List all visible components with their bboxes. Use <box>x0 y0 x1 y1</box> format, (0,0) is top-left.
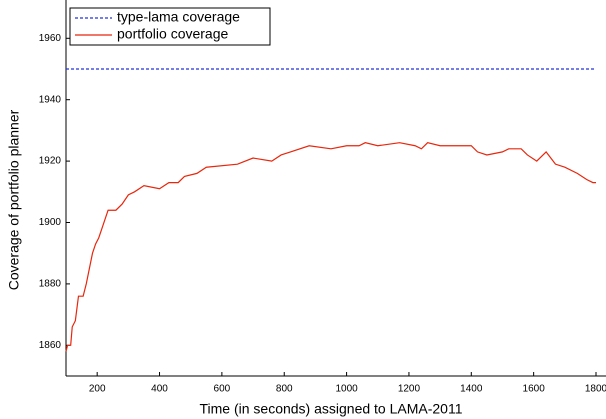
x-tick-label: 400 <box>151 384 168 395</box>
x-tick-label: 600 <box>214 384 231 395</box>
legend-box <box>69 7 271 46</box>
series-line <box>65 142 596 352</box>
x-tick-label: 1600 <box>523 384 546 395</box>
x-axis-label: Time (in seconds) assigned to LAMA-2011 <box>199 401 462 417</box>
y-tick-label: 1900 <box>39 217 62 228</box>
x-tick-label: 1800 <box>585 384 606 395</box>
legend-label: portfolio coverage <box>117 26 229 42</box>
y-tick-label: 1880 <box>39 279 62 290</box>
legend-label: type-lama coverage <box>117 9 240 25</box>
y-tick-label: 1940 <box>39 94 62 105</box>
x-tick-label: 800 <box>276 384 293 395</box>
x-tick-label: 1400 <box>460 384 483 395</box>
y-tick-label: 1960 <box>39 33 62 44</box>
x-tick-label: 200 <box>89 384 106 395</box>
y-tick-label: 1860 <box>39 340 62 351</box>
y-axis-label: Coverage of portfolio planner <box>6 109 22 290</box>
x-tick-label: 1200 <box>398 384 421 395</box>
x-tick-label: 1000 <box>335 384 358 395</box>
y-tick-label: 1920 <box>39 156 62 167</box>
